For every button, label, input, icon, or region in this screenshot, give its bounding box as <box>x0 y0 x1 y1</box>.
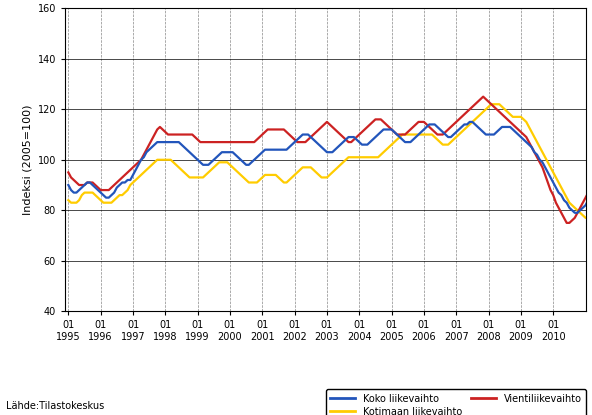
Text: Lähde:Tilastokeskus: Lähde:Tilastokeskus <box>6 401 104 411</box>
Vientiliikevaihto <box>563 220 570 225</box>
Vientiliikevaihto <box>108 185 115 190</box>
Vientiliikevaihto <box>480 94 487 99</box>
Vientiliikevaihto <box>95 185 102 190</box>
Kotimaan liikevaihto <box>95 195 102 200</box>
Vientiliikevaihto <box>65 170 72 175</box>
Koko liikevaihto <box>345 134 352 139</box>
Koko liikevaihto <box>574 210 581 215</box>
Line: Vientiliikevaihto: Vientiliikevaihto <box>68 97 592 223</box>
Line: Koko liikevaihto: Koko liikevaihto <box>68 122 592 213</box>
Kotimaan liikevaihto <box>488 102 495 107</box>
Kotimaan liikevaihto <box>340 160 347 165</box>
Kotimaan liikevaihto <box>469 120 476 124</box>
Koko liikevaihto <box>466 120 473 124</box>
Vientiliikevaihto <box>469 104 476 109</box>
Y-axis label: Indeksi (2005=100): Indeksi (2005=100) <box>22 105 32 215</box>
Kotimaan liikevaihto <box>582 215 589 220</box>
Koko liikevaihto <box>184 147 191 152</box>
Legend: Koko liikevaihto, Kotimaan liikevaihto, Vientiliikevaihto: Koko liikevaihto, Kotimaan liikevaihto, … <box>326 389 587 415</box>
Kotimaan liikevaihto <box>108 200 115 205</box>
Kotimaan liikevaihto <box>485 104 492 109</box>
Line: Kotimaan liikevaihto: Kotimaan liikevaihto <box>68 104 592 218</box>
Vientiliikevaihto <box>488 102 495 107</box>
Koko liikevaihto <box>332 147 339 152</box>
Vientiliikevaihto <box>340 134 347 139</box>
Koko liikevaihto <box>70 190 78 195</box>
Kotimaan liikevaihto <box>65 198 72 203</box>
Kotimaan liikevaihto <box>555 180 562 185</box>
Koko liikevaihto <box>539 160 546 165</box>
Vientiliikevaihto <box>555 205 562 210</box>
Koko liikevaihto <box>571 210 578 215</box>
Koko liikevaihto <box>65 183 72 188</box>
